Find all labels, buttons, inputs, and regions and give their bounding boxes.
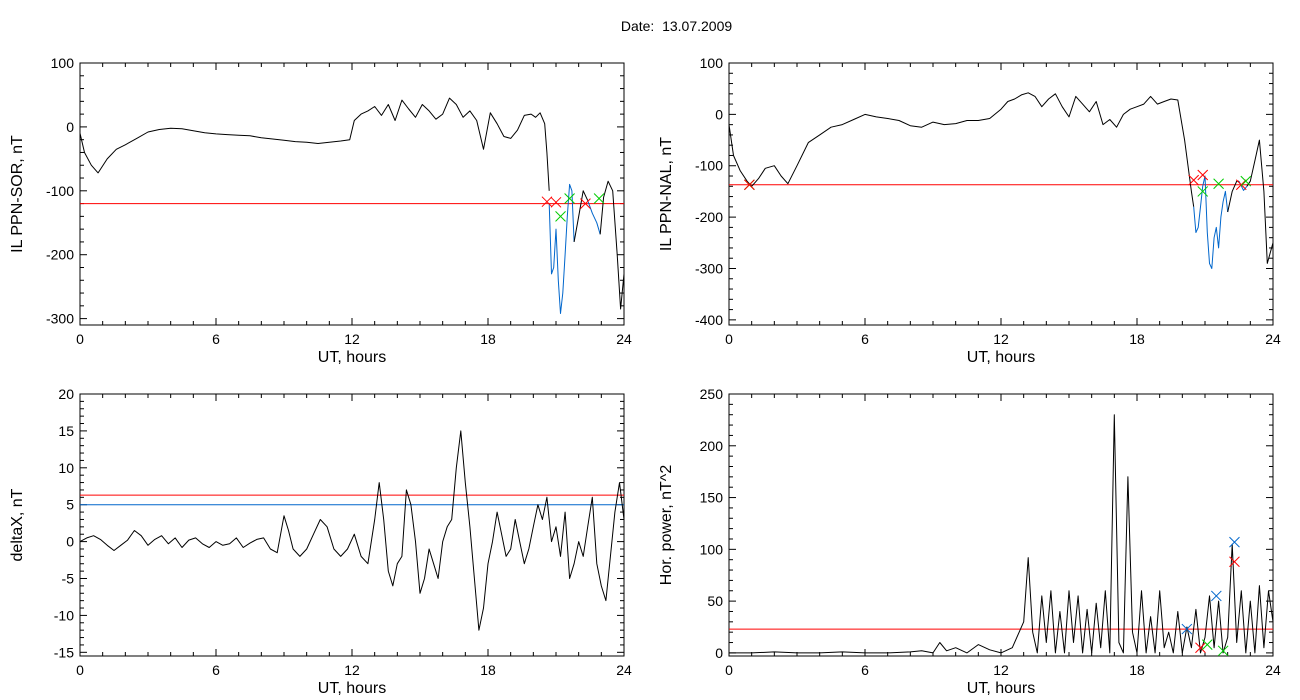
event-marker [1235, 179, 1247, 191]
event-marker [580, 198, 591, 209]
x-axis-label: UT, hours [318, 680, 386, 697]
y-tick-label: 250 [700, 386, 724, 402]
x-tick-label: 12 [344, 662, 360, 678]
panel-il-ppn-sor: 0 6 12 18 24 -300 -200 -100 0 100 UT, hours IL PPN-… [9, 55, 632, 366]
data-line [729, 92, 1195, 207]
x-tick-label: 0 [725, 662, 733, 678]
event-marker [555, 211, 566, 222]
y-tick-label: 150 [700, 490, 724, 506]
y-tick-label: 0 [715, 645, 723, 661]
x-tick-label: 18 [1129, 662, 1145, 678]
y-tick-label: -100 [46, 183, 74, 199]
x-tick-label: 12 [993, 662, 1009, 678]
x-tick-label: 0 [76, 331, 84, 347]
y-tick-label: 200 [700, 438, 724, 454]
event-marker [550, 196, 562, 208]
plot-frame [79, 393, 625, 657]
y-tick-label: 10 [58, 460, 74, 476]
y-tick-label: 0 [66, 534, 74, 550]
data-line [573, 190, 589, 242]
y-tick-label: -300 [46, 311, 74, 327]
x-tick-label: 0 [76, 662, 84, 678]
x-tick-label: 12 [344, 331, 360, 347]
x-tick-label: 18 [1129, 331, 1145, 347]
plot-frame [728, 393, 1274, 657]
event-marker [593, 193, 605, 204]
x-tick-label: 6 [861, 331, 869, 347]
data-line [1246, 139, 1273, 264]
x-tick-label: 18 [480, 662, 496, 678]
y-axis-label: Hor. power, nT^2 [658, 465, 675, 586]
x-tick-label: 18 [480, 331, 496, 347]
y-tick-label: 15 [58, 423, 74, 439]
event-marker [1217, 645, 1229, 656]
event-marker [1197, 186, 1209, 197]
panel-il-ppn-nal: 0 6 12 18 24 -400 -300 -200 -100 0 100 UT, hours IL … [658, 55, 1281, 366]
x-tick-label: 6 [212, 662, 220, 678]
x-tick-label: 24 [616, 331, 632, 347]
y-tick-label: 100 [51, 55, 75, 71]
x-axis-label: UT, hours [318, 349, 386, 366]
x-tick-label: 24 [616, 662, 632, 678]
x-tick-label: 24 [1265, 331, 1281, 347]
event-marker [1213, 178, 1224, 190]
plot-area [729, 92, 1273, 269]
y-tick-label: -10 [54, 607, 74, 623]
data-line [729, 414, 1273, 654]
data-line [80, 430, 624, 631]
y-tick-label: 100 [700, 55, 724, 71]
event-marker [1229, 536, 1240, 548]
event-marker [1181, 623, 1193, 635]
y-axis-label: deltaX, nT [9, 488, 26, 561]
event-marker [564, 193, 575, 204]
data-line [1227, 180, 1239, 213]
figure-title: Date: 13.07.2009 [620, 18, 733, 34]
event-marker [541, 196, 553, 208]
data-line [599, 180, 624, 310]
y-tick-label: -15 [54, 644, 74, 660]
x-axis-label: UT, hours [967, 349, 1035, 366]
y-tick-label: 5 [66, 497, 74, 513]
event-marker [1229, 556, 1240, 568]
y-tick-label: 0 [66, 119, 74, 135]
y-tick-label: -300 [695, 260, 723, 276]
y-axis-label: IL PPN-NAL, nT [658, 137, 675, 251]
data-line [1193, 175, 1229, 269]
x-tick-label: 0 [725, 331, 733, 347]
event-marker [1210, 590, 1222, 602]
plot-frame [79, 62, 625, 326]
event-marker [1188, 174, 1200, 186]
plot-area [80, 430, 624, 631]
x-tick-label: 6 [861, 662, 869, 678]
y-tick-label: 0 [715, 106, 723, 122]
y-tick-label: 100 [700, 541, 724, 557]
data-line [80, 97, 550, 191]
y-tick-label: -100 [695, 158, 723, 174]
event-marker [1195, 642, 1206, 654]
y-tick-label: -200 [46, 247, 74, 263]
y-axis-label: IL PPN-SOR, nT [9, 135, 26, 253]
y-tick-label: -5 [62, 571, 75, 587]
data-line [548, 183, 575, 314]
event-marker [1240, 175, 1252, 187]
x-tick-label: 24 [1265, 662, 1281, 678]
y-tick-label: 20 [58, 386, 74, 402]
plot-area [80, 97, 624, 314]
x-tick-label: 12 [993, 331, 1009, 347]
y-tick-label: 50 [707, 593, 723, 609]
panel-hor-power: 0 6 12 18 24 0 50 100 150 200 250 UT, hours Hor. pow… [658, 386, 1281, 697]
event-marker [1197, 169, 1209, 181]
event-marker [744, 179, 755, 191]
y-tick-label: -200 [695, 209, 723, 225]
event-marker [1201, 639, 1213, 650]
x-tick-label: 6 [212, 331, 220, 347]
x-axis-label: UT, hours [967, 680, 1035, 697]
y-tick-label: -400 [695, 312, 723, 328]
plot-area [729, 414, 1273, 656]
panel-deltax: 0 6 12 18 24 -15 -10 -5 0 5 10 15 20 UT, hours deltaX,… [9, 386, 632, 697]
data-line [587, 200, 601, 235]
